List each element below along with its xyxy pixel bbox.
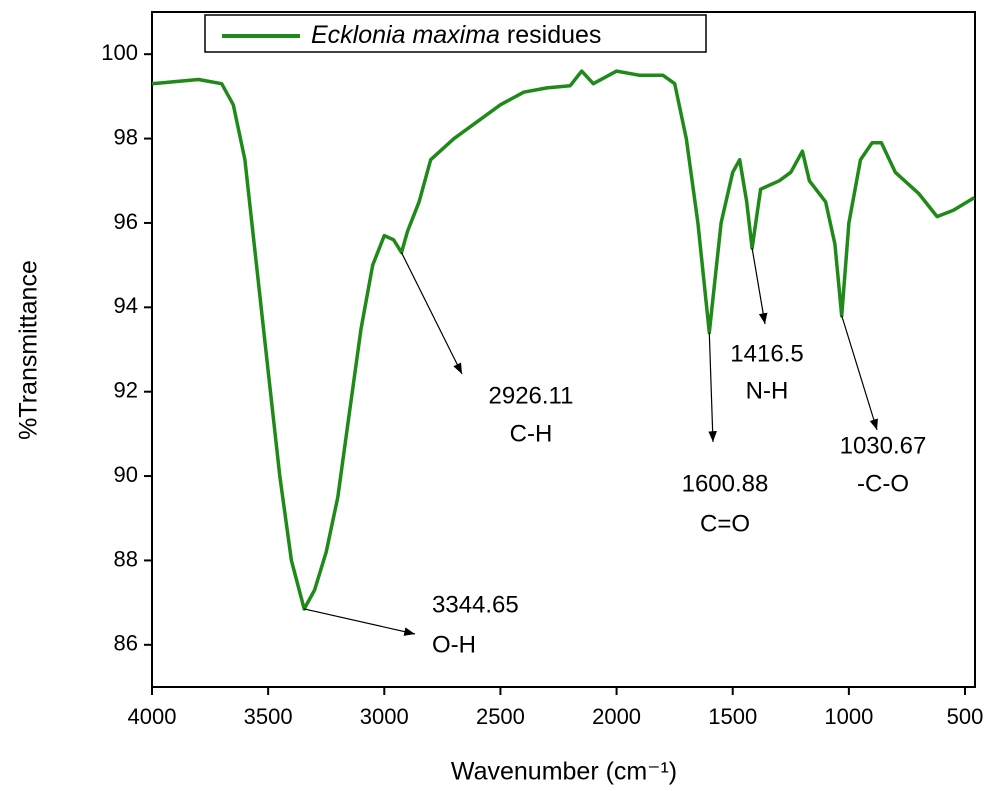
annotation-label: -C-O — [857, 470, 909, 497]
legend-box — [204, 14, 707, 53]
spectrum-line — [151, 69, 976, 611]
annotation-wavenumber: 2926.11 — [489, 382, 574, 409]
y-tick-label: 92 — [114, 378, 138, 403]
annotation-label: O-H — [432, 631, 476, 658]
x-tick-label: 2000 — [592, 704, 641, 729]
annotation-label: C-H — [510, 420, 553, 447]
annotation-wavenumber: 1030.67 — [840, 432, 927, 459]
x-tick-label: 3500 — [244, 704, 293, 729]
legend-label-rest: residues — [507, 21, 602, 49]
annotation-label: N-H — [746, 377, 789, 404]
y-tick-label: 90 — [114, 462, 138, 487]
annotation-arrow — [841, 315, 878, 431]
annotation-wavenumber: 3344.65 — [432, 591, 519, 618]
x-tick-label: 500 — [947, 704, 984, 729]
annotation-arrow — [708, 332, 717, 443]
x-tick-label: 4000 — [128, 704, 177, 729]
y-tick-label: 86 — [114, 631, 138, 656]
y-tick-label: 96 — [114, 209, 138, 234]
y-axis-title: %Transmittance — [15, 260, 43, 440]
annotation-wavenumber: 1416.5 — [730, 340, 803, 367]
annotation-wavenumber: 1600.88 — [682, 470, 769, 497]
y-tick-label: 88 — [114, 546, 138, 571]
x-tick-label: 3000 — [360, 704, 409, 729]
x-tick-label: 2500 — [476, 704, 525, 729]
plot-frame — [151, 11, 976, 688]
legend: Ecklonia maxima residues — [204, 14, 707, 53]
x-axis-title: Wavenumber (cm⁻¹) — [451, 758, 677, 786]
x-tick-label: 1000 — [824, 704, 873, 729]
annotation-label: C=O — [700, 510, 750, 537]
x-tick-label: 1500 — [708, 704, 757, 729]
y-tick-label: 100 — [101, 40, 138, 65]
annotation-arrow — [304, 608, 416, 636]
annotation-arrow — [400, 252, 463, 375]
y-tick-label: 94 — [114, 293, 138, 318]
annotation-arrow — [751, 248, 768, 325]
legend-label: Ecklonia maxima residues — [311, 21, 601, 49]
y-tick-label: 98 — [114, 124, 138, 149]
legend-label-italic: Ecklonia maxima — [311, 21, 507, 49]
